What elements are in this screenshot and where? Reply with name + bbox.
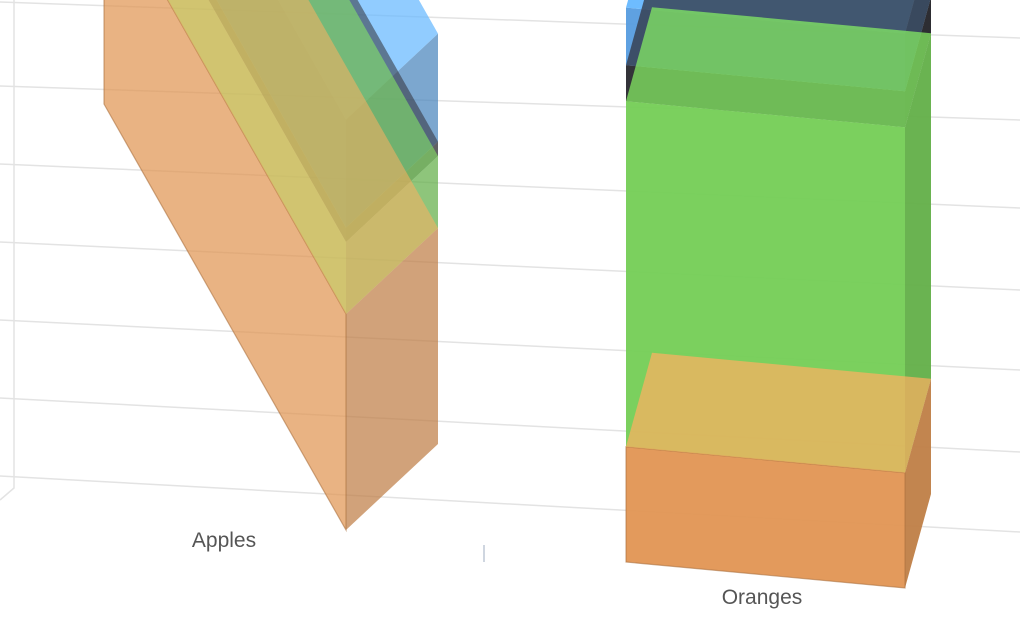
bar-side-apples-0 — [346, 228, 438, 530]
bar-side-oranges-0 — [905, 378, 931, 588]
bar-top-apples-0 — [167, 0, 438, 314]
bar-segment-oranges-0 — [625, 352, 931, 589]
category-label-apples: Apples — [192, 529, 256, 552]
grid-wall-edge — [0, 0, 15, 501]
bar-segment-apples-0 — [103, 0, 438, 533]
bar-top-oranges-0 — [626, 352, 931, 473]
bars-layer — [103, 0, 931, 589]
category-label-oranges: Oranges — [722, 586, 803, 609]
bar-side-oranges-1 — [905, 33, 931, 473]
bar-stack-oranges — [625, 0, 931, 589]
category-labels: Apples Oranges — [192, 529, 802, 609]
bar-stack-apples — [103, 0, 438, 533]
bar-top-oranges-1 — [626, 7, 931, 128]
